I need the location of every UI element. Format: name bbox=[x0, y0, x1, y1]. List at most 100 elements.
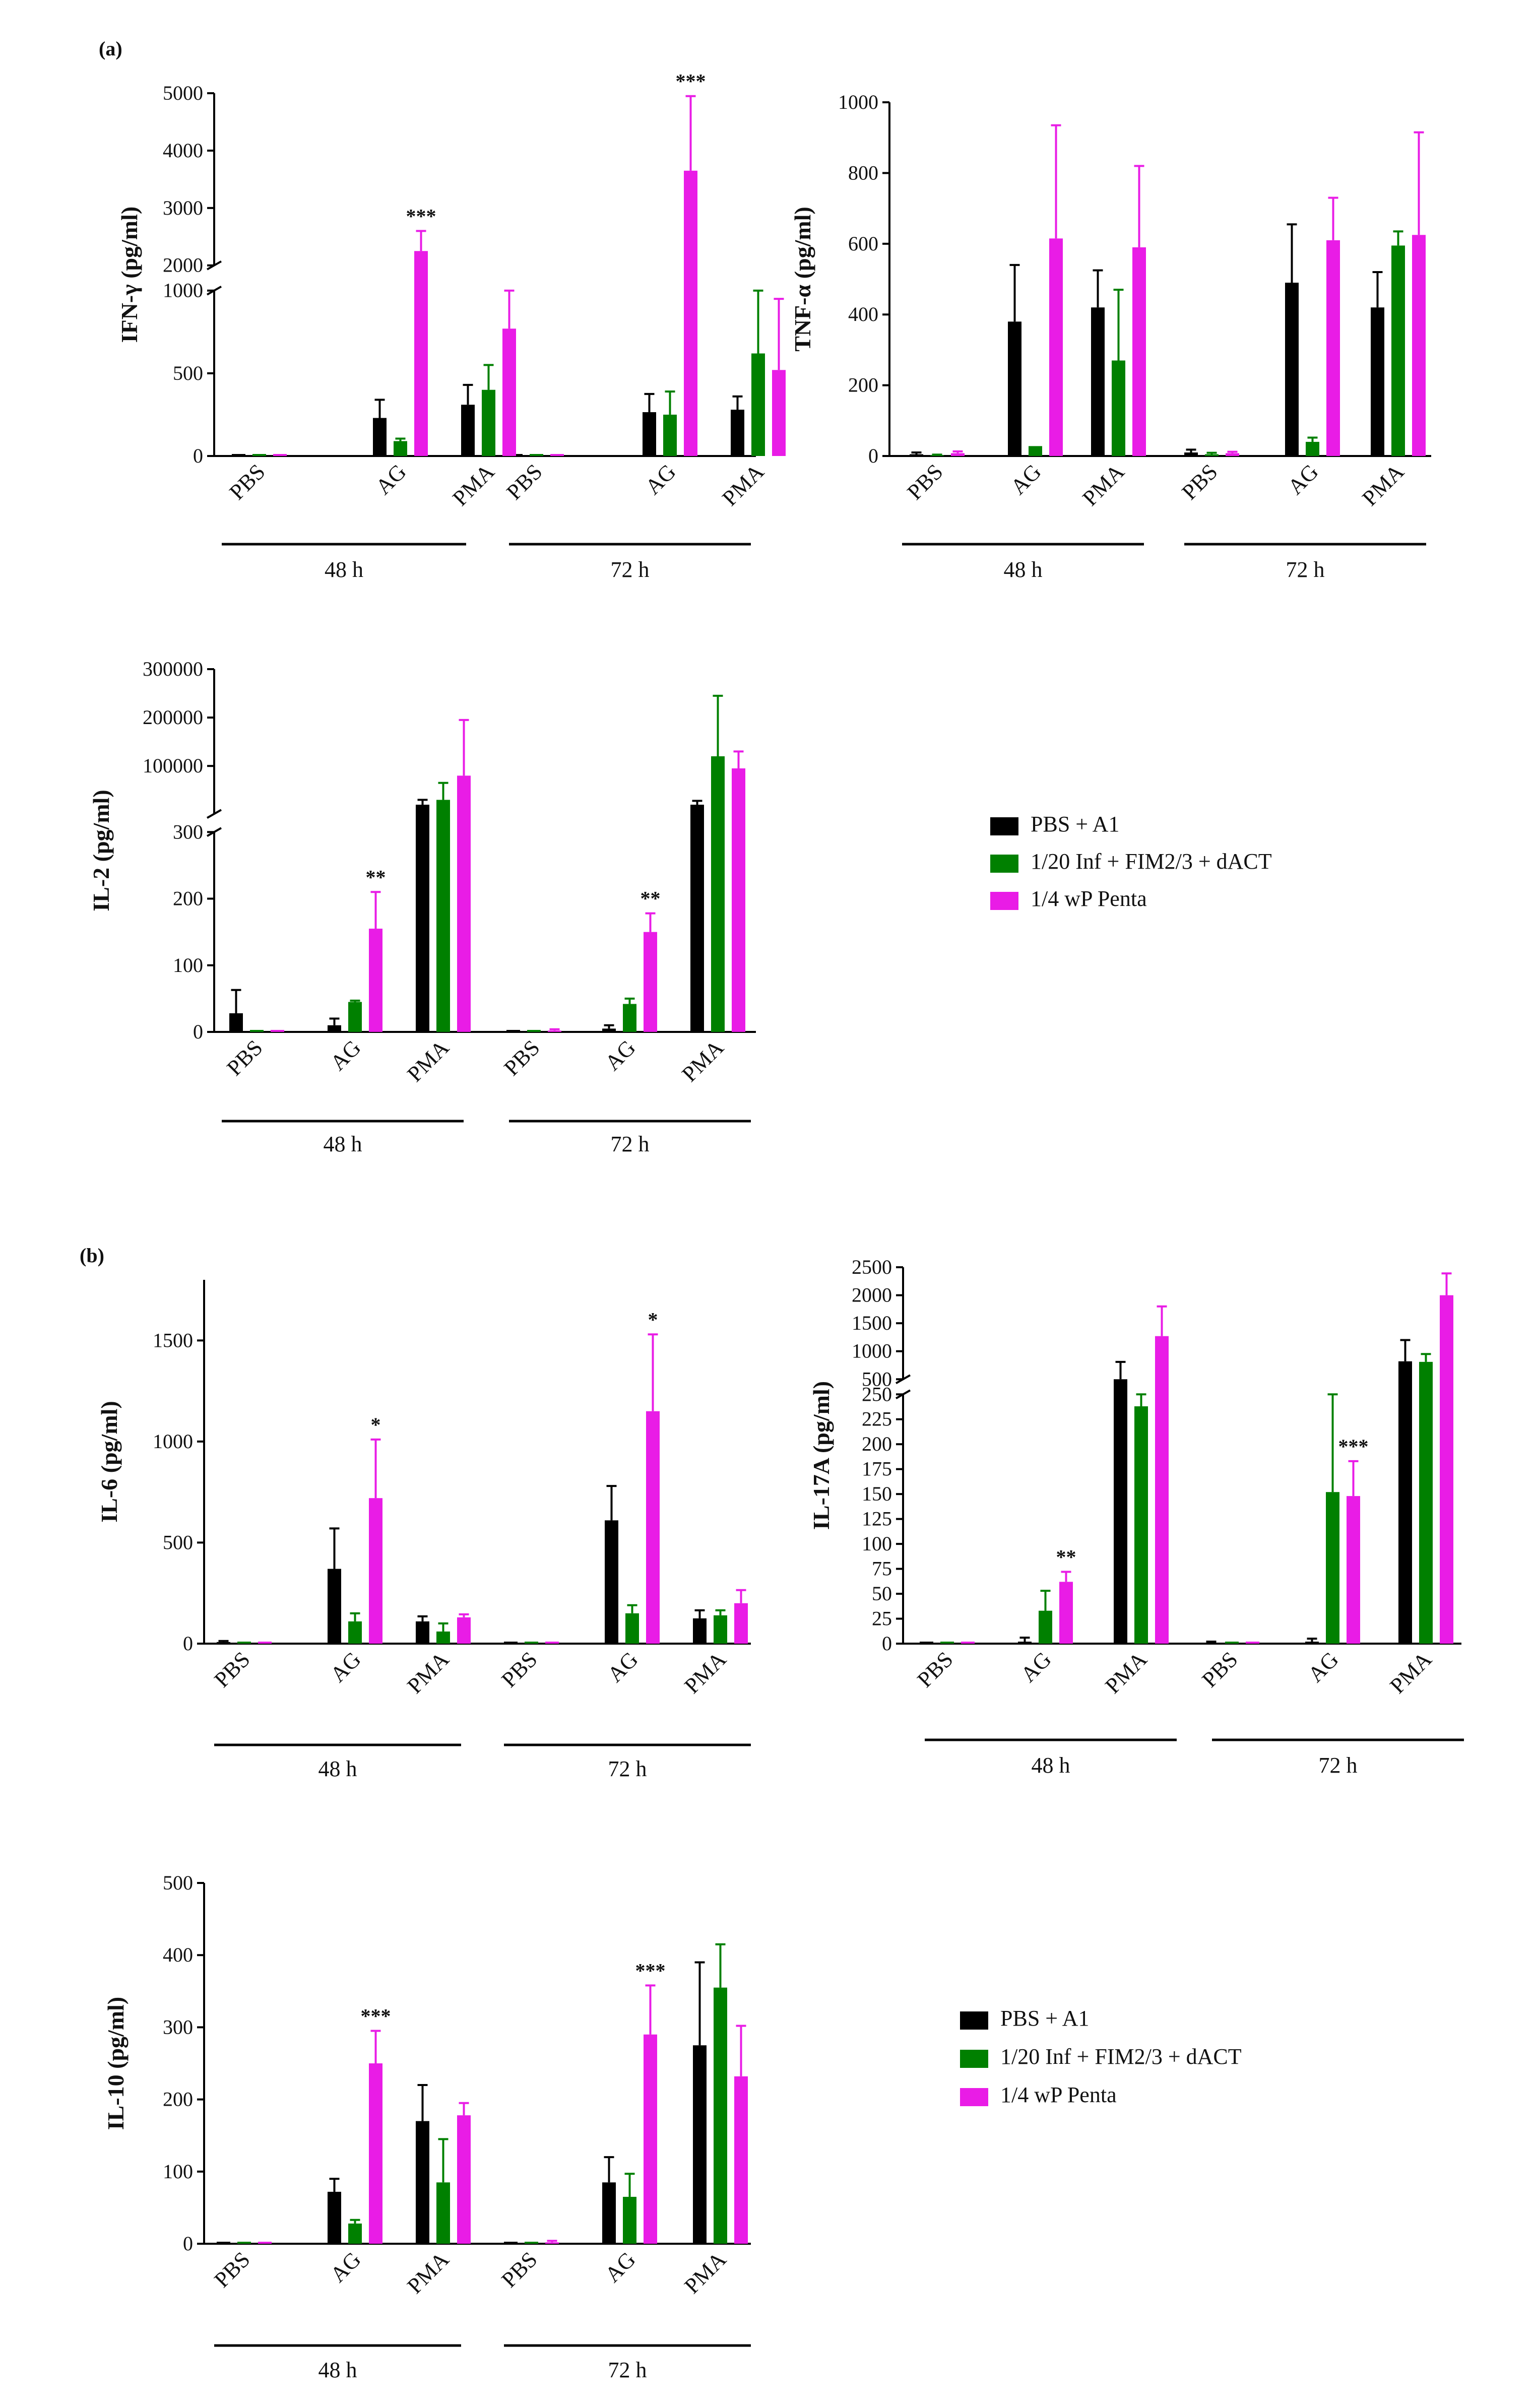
y-tick-label: 0 bbox=[183, 2232, 193, 2255]
bar-tnf-s0-c4 bbox=[1285, 283, 1299, 456]
y-tick-label: 400 bbox=[848, 303, 878, 326]
group-label: 48 h bbox=[1032, 1753, 1070, 1778]
group-label: 72 h bbox=[611, 557, 650, 582]
bar-ifn-s1-c1 bbox=[394, 441, 407, 456]
bar-tnf-s0-c3 bbox=[1184, 452, 1198, 456]
y-tick-label: 300 bbox=[163, 2015, 193, 2038]
bar-il10-s0-c4 bbox=[602, 2182, 616, 2244]
legend-top: PBS + A1 1/20 Inf + FIM2/3 + dACT 1/4 wP P… bbox=[990, 812, 1272, 911]
y-tick-label: 300000 bbox=[143, 658, 203, 680]
y-axis-label: IFN-γ (pg/ml) bbox=[116, 207, 142, 343]
bar-il10-s1-c5 bbox=[714, 1987, 727, 2244]
y-tick-label: 100 bbox=[173, 954, 203, 977]
y-axis-label: IL-17A (pg/ml) bbox=[808, 1381, 834, 1530]
bar-il2-s2-c1 bbox=[369, 929, 382, 1032]
bar-il17-s1-c4 bbox=[1326, 1492, 1339, 1644]
significance-marker: * bbox=[648, 1308, 658, 1331]
y-tick-label: 1000 bbox=[852, 1340, 892, 1362]
category-label: PBS bbox=[499, 1035, 545, 1080]
bar-tnf-s0-c1 bbox=[1008, 321, 1021, 456]
y-tick-label: 0 bbox=[882, 1632, 892, 1655]
y-tick-label: 0 bbox=[193, 444, 203, 467]
y-tick-label: 100000 bbox=[143, 754, 203, 777]
bar-ifn-s1-c5 bbox=[751, 353, 765, 456]
y-tick-label: 500 bbox=[163, 1871, 193, 1894]
legend-swatch bbox=[960, 2088, 988, 2106]
bar-il17-s0-c3 bbox=[1204, 1643, 1218, 1644]
bar-il10-s2-c4 bbox=[644, 2034, 657, 2244]
group-label: 72 h bbox=[608, 1756, 647, 1781]
y-tick-label: 5000 bbox=[163, 82, 203, 104]
significance-marker: ** bbox=[366, 866, 386, 888]
group-label: 48 h bbox=[324, 1132, 362, 1156]
bar-il6-s2-c5 bbox=[734, 1603, 748, 1644]
category-label: PMA bbox=[1100, 1647, 1152, 1698]
category-label: PBS bbox=[210, 2247, 255, 2292]
y-tick-label: 500 bbox=[163, 1531, 193, 1553]
legend-swatch bbox=[990, 817, 1018, 835]
bar-il17-s0-c1 bbox=[1018, 1642, 1032, 1644]
category-label: PBS bbox=[497, 2247, 542, 2292]
bar-tnf-s1-c1 bbox=[1029, 446, 1042, 456]
y-tick-label: 4000 bbox=[163, 139, 203, 162]
y-tick-label: 100 bbox=[862, 1532, 892, 1555]
bar-ifn-s2-c4 bbox=[684, 170, 697, 456]
bar-ifn-s2-c2 bbox=[502, 329, 516, 456]
category-label: PMA bbox=[402, 1035, 454, 1086]
category-label: PMA bbox=[677, 1035, 728, 1086]
bar-il2-s2-c3 bbox=[548, 1030, 561, 1032]
bar-il2-s1-c5 bbox=[711, 756, 725, 1032]
category-label: PBS bbox=[497, 1647, 542, 1692]
category-label: PBS bbox=[903, 459, 948, 504]
y-tick-label: 200 bbox=[848, 374, 878, 397]
category-label: PMA bbox=[679, 1647, 731, 1698]
y-axis-label: TNF-α (pg/ml) bbox=[790, 207, 815, 352]
group-label: 72 h bbox=[1319, 1753, 1358, 1778]
bar-il2-s0-c4 bbox=[602, 1028, 616, 1032]
bar-il17-s1-c5 bbox=[1419, 1361, 1433, 1644]
category-label: PMA bbox=[402, 1647, 454, 1698]
chart-il-10: 0 100 200 300 400 500 IL-10 (pg/ml) *** *** PBS AG… bbox=[103, 1871, 751, 2382]
bar-tnf-s1-c0 bbox=[930, 455, 944, 456]
bar-il17-s2-c1 bbox=[1059, 1582, 1073, 1644]
category-label: PMA bbox=[1077, 459, 1129, 510]
category-label: PBS bbox=[913, 1647, 958, 1692]
legend-label: PBS + A1 bbox=[1000, 2006, 1089, 2031]
group-label: 72 h bbox=[611, 1132, 650, 1156]
bar-il10-s0-c1 bbox=[328, 2191, 341, 2244]
bar-ifn-s2-c1 bbox=[414, 251, 428, 456]
bar-il2-s2-c5 bbox=[732, 768, 745, 1032]
category-label: PBS bbox=[502, 459, 547, 504]
bar-tnf-s1-c5 bbox=[1391, 245, 1405, 456]
y-tick-label: 1000 bbox=[838, 91, 878, 113]
bar-il10-s2-c5 bbox=[734, 2076, 748, 2244]
bar-ifn-s0-c4 bbox=[643, 412, 656, 456]
bar-il2-s0-c0 bbox=[229, 1013, 243, 1032]
y-tick-label: 800 bbox=[848, 161, 878, 184]
bar-il17-s1-c1 bbox=[1039, 1610, 1052, 1644]
y-tick-label: 1500 bbox=[852, 1312, 892, 1334]
legend-swatch bbox=[960, 2050, 988, 2068]
significance-marker: *** bbox=[406, 205, 436, 227]
category-label: PBS bbox=[210, 1647, 255, 1692]
y-tick-label: 200 bbox=[163, 2088, 193, 2111]
legend-swatch bbox=[960, 2011, 988, 2030]
bar-tnf-s0-c0 bbox=[910, 454, 923, 456]
y-tick-label: 100 bbox=[163, 2160, 193, 2183]
legend-label: 1/20 Inf + FIM2/3 + dACT bbox=[1000, 2044, 1242, 2069]
y-axis-label: IL-6 (pg/ml) bbox=[96, 1401, 122, 1523]
significance-marker: *** bbox=[361, 2005, 391, 2028]
category-label: PMA bbox=[717, 459, 769, 510]
y-tick-label: 250 bbox=[862, 1383, 892, 1405]
bar-ifn-s0-c2 bbox=[461, 405, 475, 456]
group-label: 72 h bbox=[1286, 557, 1325, 582]
bar-il17-s2-c2 bbox=[1155, 1336, 1169, 1644]
bar-il2-s2-c2 bbox=[457, 775, 471, 1032]
category-label: AG bbox=[1016, 1647, 1056, 1687]
bar-il17-s0-c5 bbox=[1398, 1361, 1412, 1644]
bar-il2-s1-c2 bbox=[436, 800, 450, 1032]
bar-il2-s0-c2 bbox=[416, 805, 429, 1032]
category-label: AG bbox=[1283, 459, 1323, 499]
y-tick-label: 1000 bbox=[153, 1430, 193, 1453]
bar-il6-s2-c1 bbox=[369, 1498, 382, 1644]
